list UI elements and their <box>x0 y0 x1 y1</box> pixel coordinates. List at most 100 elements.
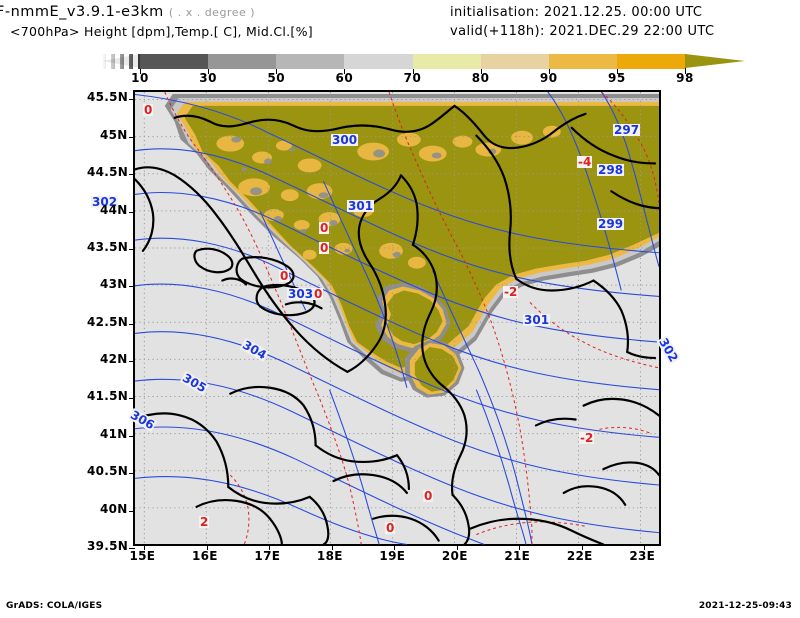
coastlines-borders <box>135 104 659 545</box>
contour-label-height: 300 <box>331 133 359 147</box>
colorbar-tick <box>685 69 686 74</box>
colorbar-segment <box>208 54 278 69</box>
colorbar-tick-label: 90 <box>539 71 558 85</box>
cloud-speckle-north <box>231 136 497 258</box>
x-axis-label: 19E <box>379 549 406 563</box>
contour-label-temp: 2 <box>199 515 210 529</box>
x-axis-tick <box>144 544 146 550</box>
x-axis-tick <box>456 544 458 550</box>
x-axis-label: 17E <box>254 549 281 563</box>
colorbar-tick <box>480 69 482 74</box>
colorbar-tick <box>344 69 346 74</box>
y-axis-tick <box>129 211 135 213</box>
x-axis-tick <box>644 544 646 550</box>
x-axis-tick <box>519 544 521 550</box>
footer-timestamp: 2021-12-25-09:43 <box>698 601 792 611</box>
contour-label-height: 301 <box>523 313 551 327</box>
contour-label-temp: -4 <box>577 155 593 169</box>
y-axis-label: 41N <box>100 426 128 441</box>
colorbar-segment <box>412 54 482 69</box>
x-axis-label: 15E <box>129 549 156 563</box>
y-axis-tick <box>129 323 135 325</box>
contour-label-temp: -2 <box>579 431 595 445</box>
y-axis-label: 39.5N <box>87 539 129 553</box>
colorbar-segment <box>480 54 550 69</box>
x-axis-tick <box>394 544 396 550</box>
y-axis-label: 45N <box>100 127 128 142</box>
y-axis-label: 41.5N <box>87 389 129 404</box>
contour-label-temp: 0 <box>385 521 396 535</box>
y-axis-label: 44.5N <box>87 165 129 180</box>
colorbar-tick-label: 50 <box>267 71 286 85</box>
contour-label-height: 303 <box>287 287 315 301</box>
fields-title: <700hPa> Height [dpm],Temp.[ C], Mid.Cl.… <box>10 24 313 39</box>
colorbar-segment <box>616 54 686 69</box>
contour-label-height: 302 <box>91 195 119 209</box>
colorbar-tick-label: 95 <box>608 71 626 85</box>
colorbar-tick-label: 60 <box>335 71 354 85</box>
y-axis-label: 45.5N <box>87 90 129 105</box>
x-axis-tick <box>331 544 333 550</box>
initialisation-time: initialisation: 2021.12.25. 00:00 UTC <box>450 5 703 20</box>
colorbar-tick-label: 30 <box>199 71 217 85</box>
map-plot: 302 300 301 303 304 305 306 297 298 299 … <box>91 90 681 550</box>
x-axis-label: 18E <box>316 549 343 563</box>
valid-time: valid(+118h): 2021.DEC.29 22:00 UTC <box>450 24 715 39</box>
colorbar-tick-label: 98 <box>676 71 694 85</box>
colorbar-under-dash <box>102 54 140 69</box>
model-title-text: F-nmmE_v3.9.1-e3km <box>0 4 164 20</box>
y-axis-tick <box>129 99 135 101</box>
x-axis-label: 23E <box>629 549 656 563</box>
y-axis-tick <box>129 136 135 138</box>
cloud-mottle-north <box>216 125 561 269</box>
contour-label-temp: 0 <box>313 287 324 301</box>
x-axis-label: 22E <box>566 549 593 563</box>
contour-label-height: 297 <box>613 123 641 137</box>
y-axis-label: 40.5N <box>87 464 129 479</box>
y-axis-label: 43.5N <box>87 239 129 254</box>
colorbar: 10 30 50 60 70 80 90 95 98 <box>102 54 745 86</box>
y-axis-label: 43N <box>100 277 128 292</box>
y-axis-tick <box>129 510 135 512</box>
contour-label-temp: 0 <box>143 103 154 117</box>
y-axis-tick <box>129 473 135 475</box>
cloud-core-south-a <box>387 290 443 345</box>
header-left: F-nmmE_v3.9.1-e3km ( . x . degree ) <700… <box>0 4 426 39</box>
map-canvas <box>135 92 659 545</box>
x-axis-label: 16E <box>191 549 218 563</box>
contour-label-temp: 0 <box>319 241 330 255</box>
x-axis-tick <box>269 544 271 550</box>
y-axis-tick <box>129 398 135 400</box>
x-axis-tick <box>581 544 583 550</box>
contour-label-temp: 0 <box>423 489 434 503</box>
y-axis-tick <box>129 286 135 288</box>
contour-label-height: 301 <box>347 199 375 213</box>
colorbar-tick <box>208 69 210 74</box>
y-axis-label: 42N <box>100 352 128 367</box>
contour-label-height: 298 <box>597 163 625 177</box>
model-title: F-nmmE_v3.9.1-e3km ( . x . degree ) <box>0 4 426 20</box>
y-axis-tick <box>129 361 135 363</box>
contour-label-temp: 0 <box>279 269 290 283</box>
x-axis-tick <box>206 544 208 550</box>
contour-label-temp: 0 <box>319 221 330 235</box>
colorbar-segment <box>344 54 414 69</box>
colorbar-segment <box>276 54 346 69</box>
y-axis-label: 40N <box>100 501 128 516</box>
colorbar-tick-label: 70 <box>403 71 422 85</box>
colorbar-tick <box>616 69 618 74</box>
y-axis-tick <box>129 435 135 437</box>
cloud-core-south-b <box>414 347 459 392</box>
colorbar-tick <box>548 69 550 74</box>
y-axis-tick <box>129 548 135 549</box>
colorbar-tick <box>276 69 278 74</box>
y-axis-tick <box>129 248 135 250</box>
colorbar-tick <box>140 69 141 74</box>
y-axis-label: 42.5N <box>87 314 129 329</box>
contour-label-height: 302 <box>656 335 681 365</box>
colorbar-segment <box>140 54 210 69</box>
colorbar-segment <box>548 54 618 69</box>
y-axis-label: 44N <box>100 202 128 217</box>
contour-label-height: 299 <box>597 217 625 231</box>
colorbar-tick-label: 10 <box>131 71 149 85</box>
